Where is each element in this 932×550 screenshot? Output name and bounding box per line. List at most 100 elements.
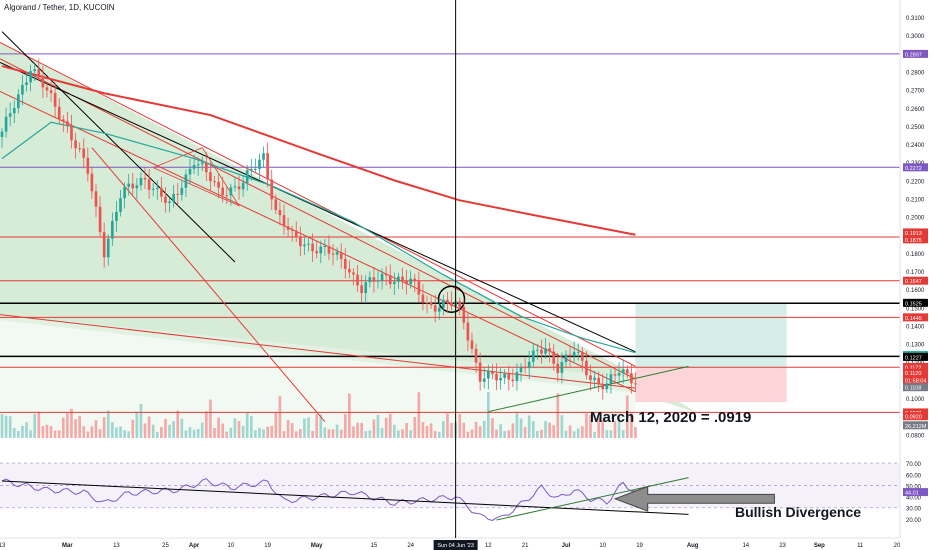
candle-body bbox=[98, 206, 102, 233]
trendline bbox=[0, 42, 636, 367]
candle-body bbox=[597, 377, 600, 385]
time-tick-label: 12 bbox=[485, 543, 492, 549]
candle-body bbox=[37, 69, 41, 76]
candle-body bbox=[217, 181, 220, 188]
volume-bar bbox=[356, 422, 359, 438]
volume-bar bbox=[49, 426, 53, 438]
rsi-tick-label: 70.00 bbox=[906, 462, 922, 468]
price-tag-label: 0.1445 bbox=[905, 316, 922, 322]
price-tick-label: 0.2700 bbox=[906, 89, 925, 95]
trendline bbox=[488, 365, 689, 413]
candle-body bbox=[548, 348, 551, 352]
candle-body bbox=[433, 305, 437, 312]
volume-bar bbox=[580, 426, 584, 438]
candle-body bbox=[233, 186, 237, 188]
trendline bbox=[0, 58, 636, 380]
volume-bar bbox=[209, 399, 212, 438]
candle-body bbox=[286, 226, 290, 230]
candle-body bbox=[205, 162, 208, 173]
candle-body bbox=[135, 185, 139, 189]
candle-body bbox=[630, 373, 633, 384]
volume-bar bbox=[601, 420, 605, 438]
candle-body bbox=[111, 220, 114, 239]
candle-body bbox=[519, 367, 523, 373]
candle-body bbox=[82, 148, 86, 158]
volume-bar bbox=[98, 429, 102, 438]
volume-bar bbox=[352, 426, 355, 438]
candle-body bbox=[0, 131, 4, 138]
candle-body bbox=[151, 188, 155, 190]
candle-body bbox=[33, 69, 37, 72]
candle-body bbox=[437, 307, 441, 312]
price-tag-label: 0.1172 bbox=[905, 365, 921, 371]
candle-body bbox=[601, 384, 605, 390]
volume-bar bbox=[462, 422, 466, 438]
candle-body bbox=[8, 113, 12, 117]
price-tag-label: 0.1108 bbox=[905, 386, 921, 392]
volume-bar bbox=[413, 417, 417, 438]
price-tag bbox=[903, 352, 928, 361]
horizontal-levels-layer bbox=[0, 53, 900, 413]
price-tag bbox=[903, 276, 928, 285]
volume-bar bbox=[282, 431, 286, 438]
volume-bar bbox=[241, 425, 245, 438]
volume-bar bbox=[151, 424, 155, 438]
volume-bar bbox=[311, 431, 314, 438]
volume-bar bbox=[515, 412, 519, 438]
price-tick-label: 0.2600 bbox=[906, 107, 925, 113]
price-tick-label: 0.3100 bbox=[906, 16, 925, 22]
candle-body bbox=[229, 187, 233, 196]
volume-bar bbox=[258, 428, 261, 438]
candle-body bbox=[327, 246, 331, 254]
candle-body bbox=[41, 75, 45, 88]
candle-body bbox=[53, 93, 57, 107]
volume-bar bbox=[531, 421, 535, 438]
volume-bar bbox=[625, 395, 629, 438]
volume-bar bbox=[429, 423, 433, 438]
candle-body bbox=[180, 187, 184, 195]
candle-body bbox=[294, 230, 298, 238]
volume-bar bbox=[33, 413, 37, 438]
candle-body bbox=[254, 168, 257, 170]
volume-bar bbox=[78, 415, 81, 438]
price-tag bbox=[903, 313, 928, 322]
candle-body bbox=[499, 377, 502, 381]
volume-bar bbox=[368, 430, 372, 438]
candle-body bbox=[249, 169, 253, 171]
volume-bar bbox=[339, 429, 343, 438]
price-tag bbox=[903, 362, 928, 371]
volume-bar bbox=[53, 430, 57, 438]
candle-body bbox=[266, 153, 269, 180]
breakout-circle bbox=[437, 285, 466, 313]
volume-bar bbox=[319, 414, 323, 438]
volume-bar bbox=[290, 422, 294, 438]
candle-body bbox=[241, 182, 245, 190]
candle-body bbox=[274, 199, 278, 210]
candle-body bbox=[139, 177, 143, 186]
candle-body bbox=[388, 275, 392, 285]
volume-bar bbox=[66, 413, 69, 438]
candle-body bbox=[613, 374, 617, 376]
candle-body bbox=[515, 372, 519, 382]
volume-bar bbox=[115, 427, 118, 438]
candle-body bbox=[474, 348, 478, 363]
volume-bar bbox=[585, 413, 588, 438]
rsi-pane bbox=[0, 462, 900, 521]
volume-bar bbox=[343, 414, 347, 438]
volume-bar bbox=[221, 423, 225, 438]
price-axis: 0.31000.30000.29000.28000.27000.26000.25… bbox=[899, 0, 932, 550]
volume-bar bbox=[168, 424, 171, 438]
candle-body bbox=[576, 351, 580, 353]
candle-body bbox=[315, 251, 319, 254]
volume-bar bbox=[172, 421, 175, 438]
price-tick-label: 0.3000 bbox=[906, 34, 925, 40]
axis-bg bbox=[900, 0, 932, 550]
volume-bar bbox=[478, 426, 482, 438]
stop-zone-box bbox=[635, 367, 787, 403]
candle-body bbox=[536, 349, 539, 351]
time-axis: 13 Mar 13 25 Apr 10 19 May 15 24 12 21 Jul 10 19 Aug 14 2… bbox=[0, 537, 901, 550]
candle-body bbox=[237, 186, 241, 190]
time-tick-label: 15 bbox=[371, 543, 378, 549]
volume-bar bbox=[589, 414, 592, 438]
